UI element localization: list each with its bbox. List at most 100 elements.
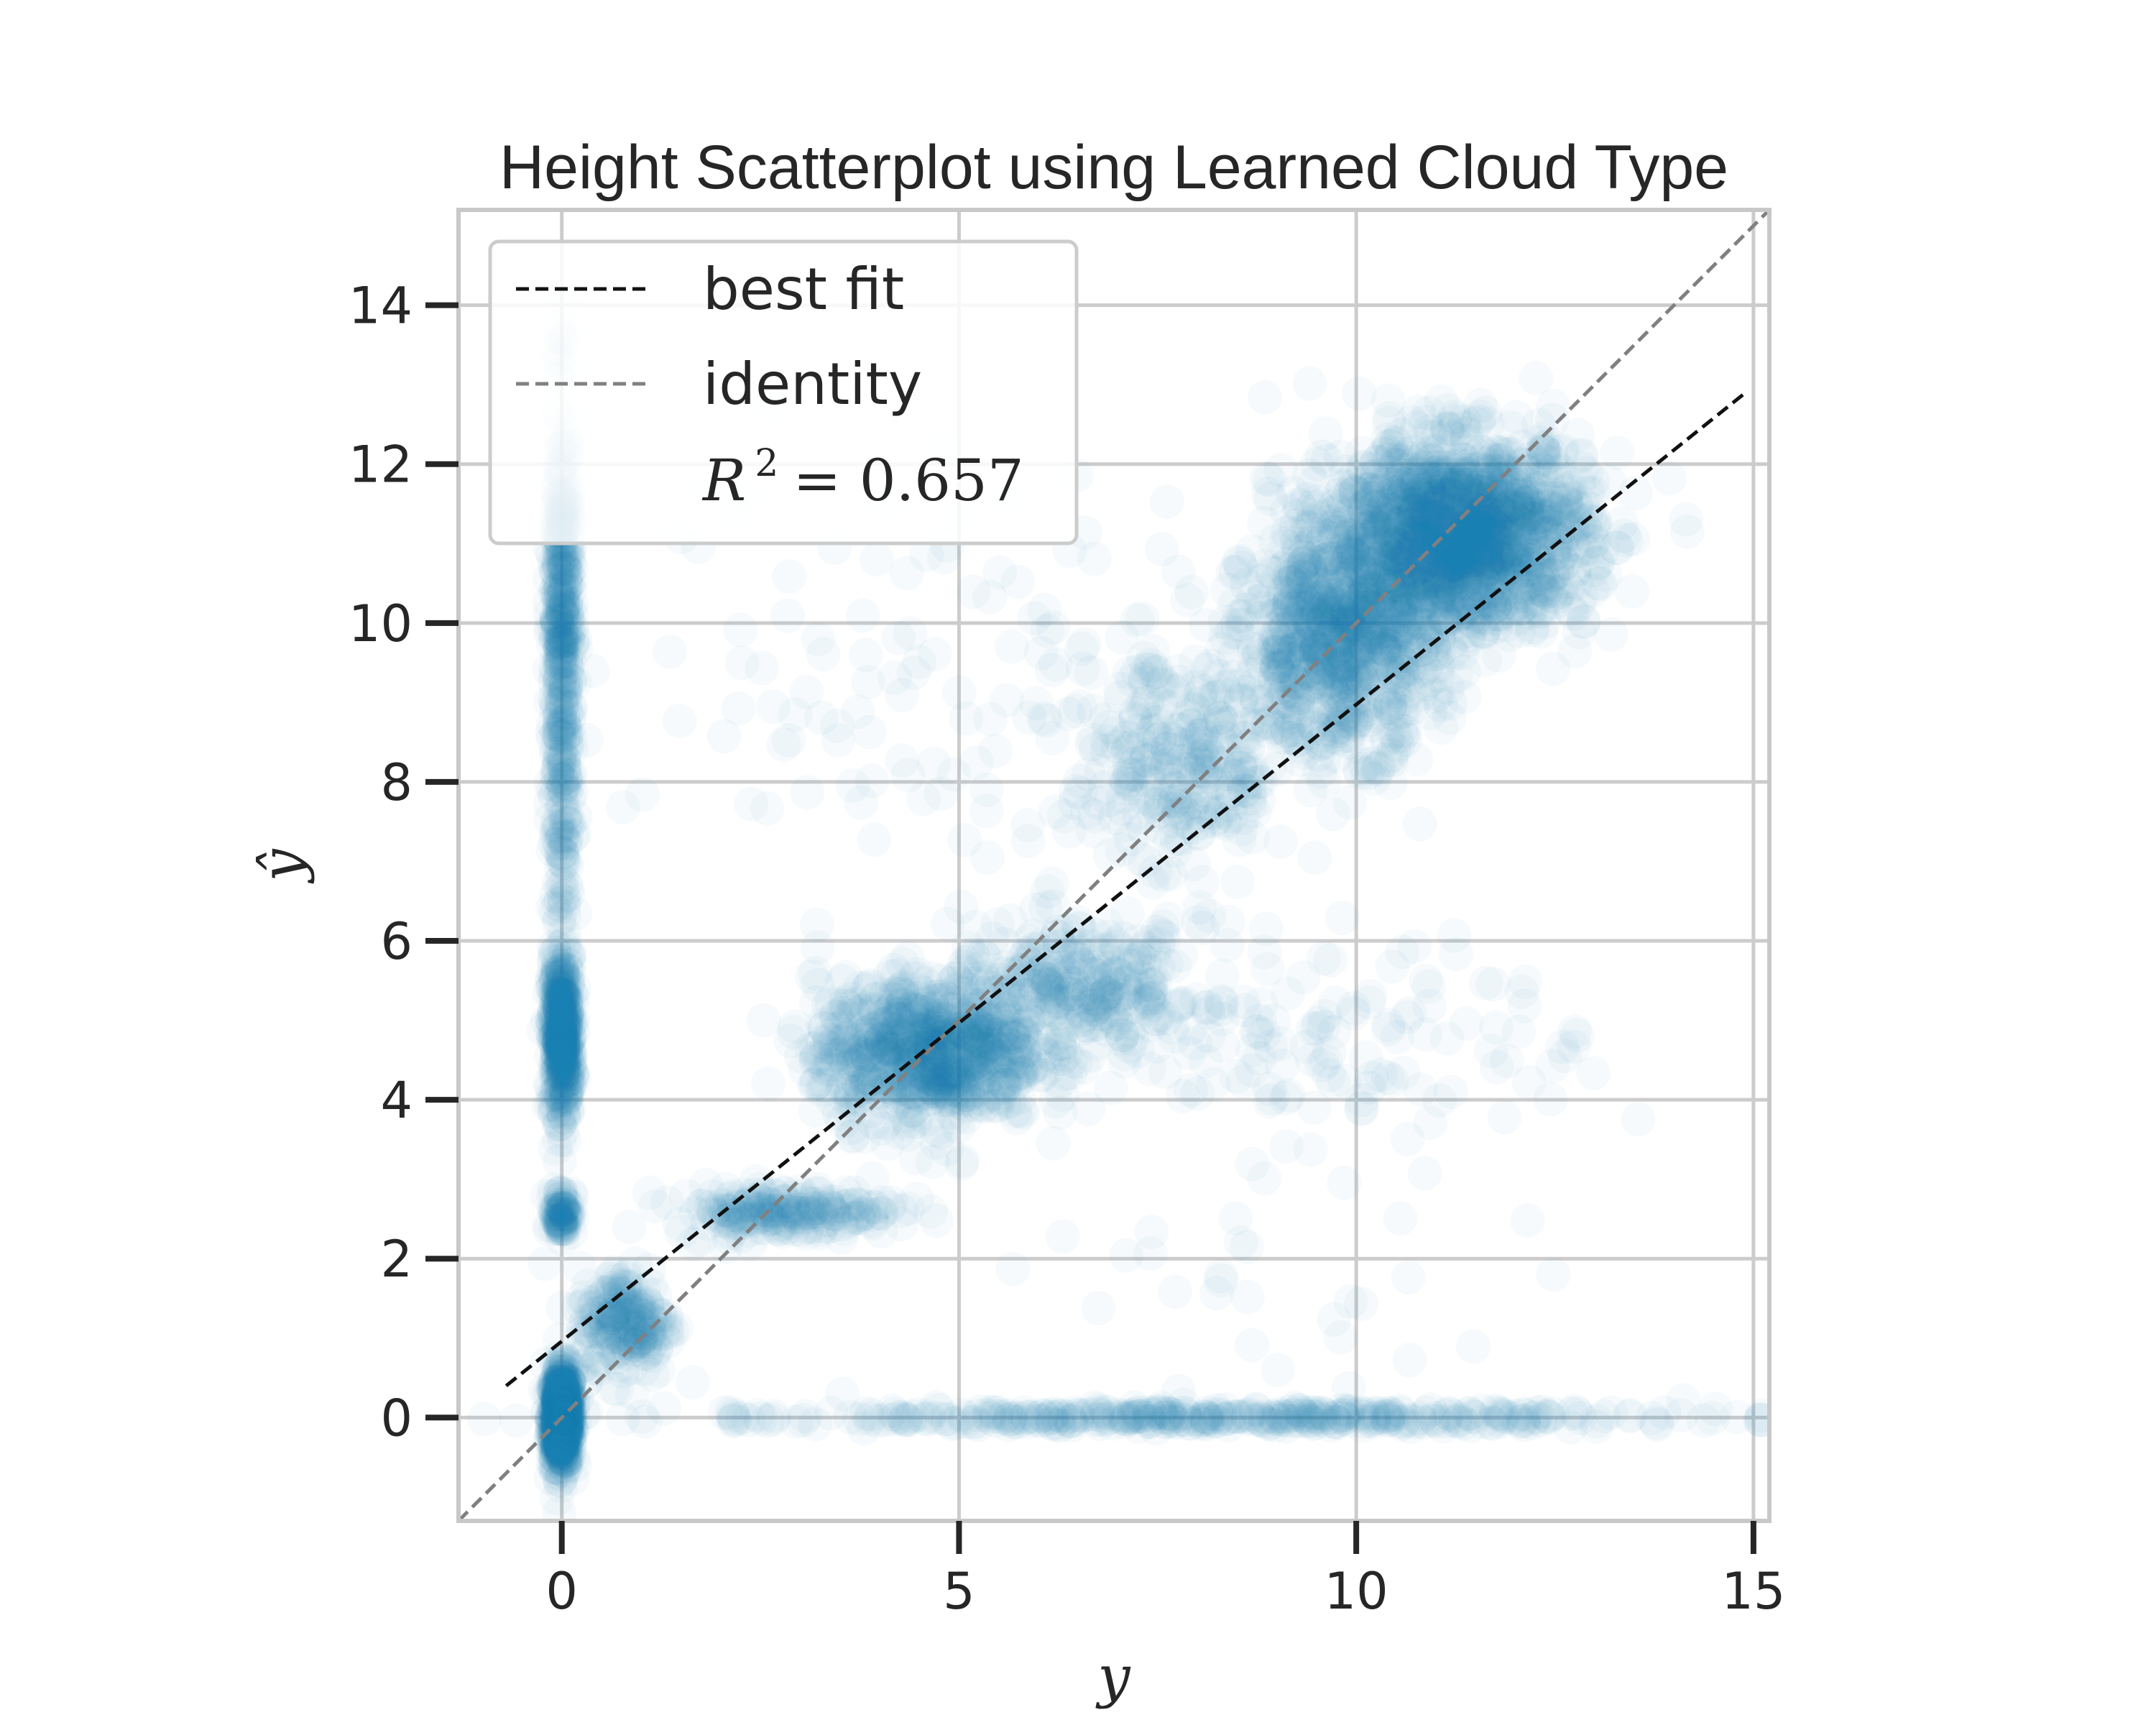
- data-point: [551, 1418, 586, 1453]
- data-point: [538, 978, 573, 1013]
- data-point: [537, 1366, 572, 1401]
- data-point: [541, 1383, 576, 1418]
- data-point: [540, 949, 576, 985]
- data-point: [543, 1352, 578, 1387]
- data-point: [538, 1094, 573, 1129]
- data-point: [543, 1376, 579, 1412]
- data-point: [1010, 824, 1046, 858]
- data-point: [530, 1376, 566, 1411]
- data-point: [540, 1408, 574, 1443]
- data-point: [550, 1406, 586, 1441]
- data-point: [543, 1377, 578, 1412]
- data-point: [532, 1212, 567, 1247]
- data-point: [548, 1076, 583, 1111]
- data-point: [552, 1363, 587, 1398]
- data-point: [542, 1394, 577, 1429]
- data-point: [544, 975, 579, 1011]
- data-point: [545, 1440, 580, 1476]
- data-point: [538, 1088, 573, 1123]
- data-point: [551, 1365, 586, 1400]
- data-point: [540, 1411, 576, 1446]
- data-point: [541, 1381, 576, 1416]
- data-point: [548, 1407, 583, 1443]
- data-point: [544, 1432, 579, 1467]
- data-point: [542, 1425, 577, 1460]
- data-point: [548, 1391, 583, 1426]
- data-point: [548, 1437, 583, 1472]
- data-point: [542, 1368, 577, 1403]
- data-point: [548, 1010, 584, 1045]
- data-point: [533, 1066, 568, 1101]
- data-point: [548, 1448, 583, 1484]
- data-point: [551, 964, 586, 999]
- data-point: [541, 1364, 576, 1399]
- data-point: [537, 1374, 572, 1409]
- data-point: [545, 1392, 579, 1427]
- data-point: [540, 1428, 575, 1463]
- data-point: [549, 1406, 584, 1440]
- data-point: [545, 1430, 580, 1465]
- data-point: [540, 1036, 575, 1071]
- data-point: [549, 1435, 584, 1470]
- data-point: [550, 1011, 586, 1046]
- data-point: [543, 1020, 578, 1054]
- data-point: [548, 1031, 584, 1066]
- data-point: [541, 1392, 576, 1427]
- data-point: [545, 1367, 580, 1402]
- data-point: [545, 1402, 581, 1438]
- data-point: [543, 1386, 579, 1422]
- data-point: [543, 1430, 579, 1465]
- data-point: [550, 1409, 585, 1444]
- data-point: [545, 1045, 580, 1080]
- data-point: [543, 1418, 579, 1453]
- data-point: [541, 1039, 576, 1075]
- data-point: [548, 1009, 584, 1044]
- data-point: [541, 1385, 576, 1420]
- data-point: [537, 1394, 572, 1430]
- data-point: [545, 1373, 581, 1408]
- data-point: [555, 1409, 590, 1445]
- data-point: [548, 1367, 583, 1402]
- data-point: [541, 1382, 576, 1417]
- data-point: [538, 1077, 573, 1112]
- data-point: [548, 1345, 584, 1380]
- data-point: [543, 1386, 579, 1421]
- data-point: [540, 1413, 575, 1448]
- data-point: [549, 1382, 584, 1417]
- data-point: [540, 1386, 575, 1422]
- data-point: [546, 1389, 581, 1424]
- data-point: [543, 1079, 579, 1114]
- data-point: [546, 1095, 581, 1131]
- data-point: [537, 1411, 572, 1446]
- data-point: [543, 1435, 578, 1471]
- data-point: [551, 1437, 586, 1472]
- data-point: [547, 1404, 582, 1439]
- data-point: [540, 1381, 575, 1416]
- data-point: [540, 1377, 575, 1412]
- data-point: [545, 966, 580, 1001]
- data-point: [543, 1367, 577, 1402]
- data-point: [543, 1361, 579, 1397]
- data-point: [532, 975, 567, 1011]
- data-point: [536, 942, 571, 978]
- data-point: [543, 1423, 578, 1458]
- data-point: [545, 1052, 581, 1087]
- data-point: [543, 1042, 579, 1077]
- data-point: [538, 1394, 573, 1429]
- data-point: [551, 1032, 586, 1067]
- data-point: [550, 1386, 585, 1421]
- data-point: [543, 1427, 579, 1463]
- data-point: [546, 959, 581, 994]
- data-point: [543, 1434, 578, 1469]
- data-point: [554, 1004, 589, 1039]
- data-point: [542, 1420, 577, 1455]
- data-point: [541, 1379, 576, 1414]
- data-point: [545, 1418, 580, 1453]
- data-point: [540, 1398, 576, 1433]
- data-point: [545, 1361, 580, 1397]
- data-point: [545, 1377, 580, 1412]
- data-point: [545, 1395, 580, 1430]
- data-point: [559, 1381, 594, 1416]
- data-point: [547, 1014, 582, 1049]
- data-point: [539, 1397, 574, 1432]
